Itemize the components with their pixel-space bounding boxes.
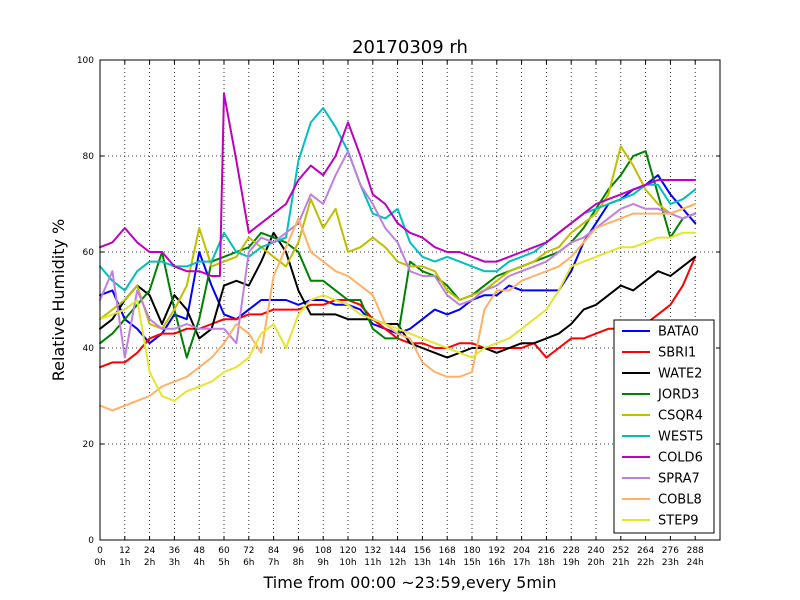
x-tick-label-hour: 9h: [317, 558, 328, 568]
x-tick-label-hour: 23h: [662, 558, 679, 568]
x-tick-label: 252: [612, 546, 629, 556]
legend: BATA0 SBRI1 WATE2 JORD3 CSQR4 WEST5 COLD6 SPRA7…: [613, 319, 715, 534]
series-line-jord3: [99, 150, 697, 359]
legend-label-sbri1: SBRI1: [658, 346, 696, 361]
x-tick-label: 0: [97, 546, 103, 556]
legend-label-step9: STEP9: [658, 514, 699, 529]
series-line-step9: [99, 231, 697, 402]
legend-box: [613, 319, 715, 534]
x-tick-label-hour: 10h: [339, 558, 356, 568]
x-tick-label: 12: [119, 546, 130, 556]
legend-label-cold6: COLD6: [658, 451, 703, 466]
x-tick-label-hour: 20h: [587, 558, 604, 568]
x-tick-label: 168: [439, 546, 456, 556]
x-tick-label: 192: [488, 546, 505, 556]
x-tick-label-hour: 11h: [364, 558, 381, 568]
x-tick-label-hour: 5h: [218, 558, 229, 568]
x-tick-label: 108: [315, 546, 332, 556]
x-tick-label-hour: 8h: [293, 558, 304, 568]
y-tick-label: 60: [83, 248, 95, 258]
y-tick-label: 40: [83, 344, 95, 354]
axis-ticks: 0 0h 12 1h 24 2h 36 3h 48 4h 60 5h 72 6h 84 7h 96 8h 108 9h…: [77, 56, 720, 568]
series-line-west5: [99, 107, 697, 292]
y-axis-label: Relative Humidity %: [49, 219, 68, 381]
x-tick-label: 288: [687, 546, 704, 556]
chart-title: 20170309 rh: [352, 37, 468, 58]
y-tick-label: 80: [83, 152, 95, 162]
x-tick-label: 180: [463, 546, 480, 556]
x-tick-label-hour: 16h: [488, 558, 505, 568]
x-tick-label-hour: 3h: [169, 558, 180, 568]
x-tick-label: 276: [662, 546, 679, 556]
x-tick-label: 96: [293, 546, 305, 556]
x-tick-label-hour: 12h: [389, 558, 406, 568]
x-tick-label: 240: [587, 546, 604, 556]
x-tick-label-hour: 18h: [538, 558, 555, 568]
x-tick-label-hour: 24h: [687, 558, 704, 568]
x-tick-label-hour: 22h: [637, 558, 654, 568]
series-line-cold6: [99, 92, 697, 277]
y-tick-label: 0: [88, 536, 94, 546]
x-tick-label-hour: 15h: [463, 558, 480, 568]
series-line-wate2: [99, 231, 697, 359]
x-tick-label: 216: [538, 546, 555, 556]
x-tick-label: 24: [144, 546, 156, 556]
x-tick-label-hour: 2h: [144, 558, 155, 568]
x-tick-label: 72: [243, 546, 254, 556]
x-tick-label-hour: 4h: [193, 558, 204, 568]
x-tick-label-hour: 17h: [513, 558, 530, 568]
x-tick-label: 120: [339, 546, 356, 556]
x-tick-label-hour: 19h: [563, 558, 580, 568]
x-tick-label-hour: 7h: [268, 558, 279, 568]
x-tick-label-hour: 0h: [94, 558, 105, 568]
legend-label-cobl8: COBL8: [658, 493, 702, 508]
x-axis-label: Time from 00:00 ~23:59,every 5min: [263, 573, 557, 592]
x-tick-label-hour: 21h: [612, 558, 629, 568]
y-tick-label: 20: [83, 440, 95, 450]
x-tick-label: 48: [193, 546, 205, 556]
x-tick-label-hour: 13h: [414, 558, 431, 568]
legend-label-csqr4: CSQR4: [658, 409, 703, 424]
x-tick-label-hour: 6h: [243, 558, 254, 568]
x-tick-label: 204: [513, 546, 530, 556]
x-tick-label-hour: 14h: [439, 558, 456, 568]
series-line-csqr4: [99, 145, 697, 330]
x-tick-label: 264: [637, 546, 654, 556]
legend-label-wate2: WATE2: [658, 367, 702, 382]
x-tick-label: 156: [414, 546, 431, 556]
y-tick-label: 100: [77, 56, 94, 66]
legend-label-spra7: SPRA7: [658, 472, 700, 487]
x-tick-label: 144: [389, 546, 406, 556]
series-line-cobl8: [99, 203, 697, 412]
legend-label-bata0: BATA0: [658, 325, 699, 340]
series-lines: [99, 92, 697, 412]
x-tick-label-hour: 1h: [119, 558, 130, 568]
x-tick-label: 228: [563, 546, 580, 556]
series-line-spra7: [99, 150, 697, 359]
x-tick-label: 36: [169, 546, 181, 556]
legend-label-west5: WEST5: [658, 430, 704, 445]
plot-frame: [99, 59, 721, 541]
x-tick-label: 60: [218, 546, 230, 556]
legend-label-jord3: JORD3: [657, 388, 699, 403]
x-tick-label: 84: [268, 546, 280, 556]
x-tick-label: 132: [364, 546, 381, 556]
